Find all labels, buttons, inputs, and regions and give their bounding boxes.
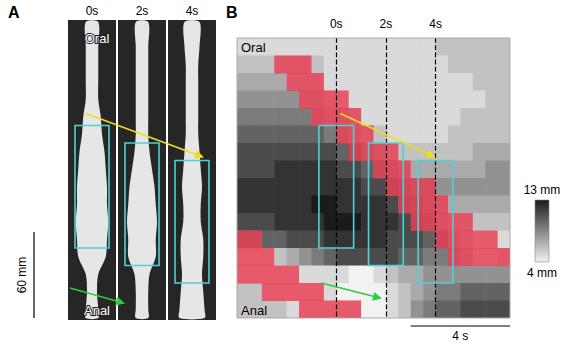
svg-text:0s: 0s xyxy=(330,17,343,31)
svg-text:13 mm: 13 mm xyxy=(524,183,561,197)
svg-text:4 mm: 4 mm xyxy=(527,266,557,280)
svg-text:0s: 0s xyxy=(86,4,99,18)
svg-text:A: A xyxy=(8,4,20,21)
svg-text:2s: 2s xyxy=(380,17,393,31)
svg-text:Oral: Oral xyxy=(85,31,110,46)
svg-text:Anal: Anal xyxy=(241,303,267,318)
svg-text:60 mm: 60 mm xyxy=(15,257,29,294)
svg-text:B: B xyxy=(226,4,238,21)
svg-text:4 s: 4 s xyxy=(452,329,468,343)
svg-text:4s: 4s xyxy=(429,17,442,31)
svg-text:Anal: Anal xyxy=(84,303,110,318)
svg-text:4s: 4s xyxy=(186,4,199,18)
svg-text:2s: 2s xyxy=(136,4,149,18)
svg-text:Oral: Oral xyxy=(241,40,266,55)
